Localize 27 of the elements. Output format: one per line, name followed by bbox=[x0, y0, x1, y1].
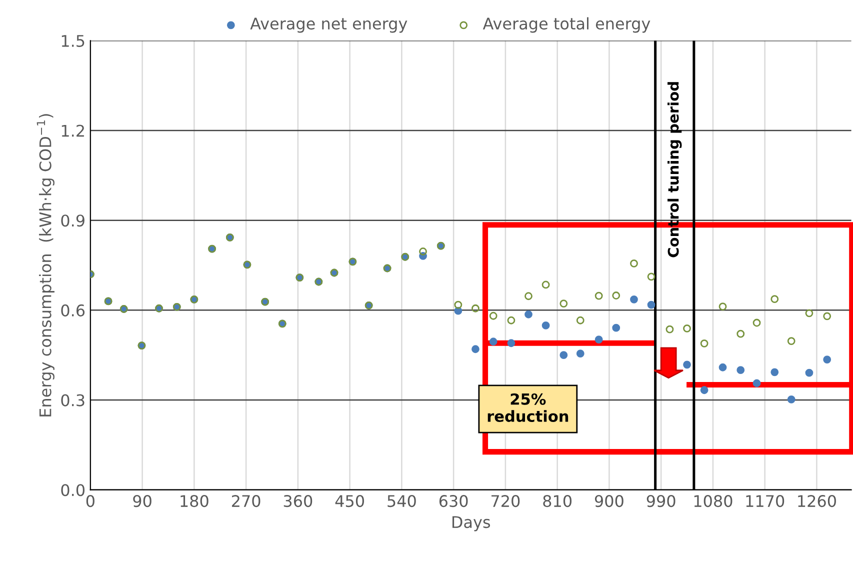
y-tick-label: 1.5 bbox=[62, 35, 84, 47]
x-tick-label: 1260 bbox=[798, 495, 836, 508]
x-tick-label: 360 bbox=[284, 495, 312, 508]
x-tick-label: 630 bbox=[439, 495, 468, 508]
legend-label: Average net energy bbox=[250, 18, 408, 33]
ref-line-label: Control tuning period bbox=[668, 82, 682, 258]
x-tick-label: 270 bbox=[232, 495, 260, 508]
x-tick-label: 90 bbox=[133, 495, 152, 508]
y-tick-label: 1.2 bbox=[62, 124, 84, 137]
x-tick-label: 540 bbox=[388, 495, 416, 508]
x-tick-label: 720 bbox=[492, 495, 520, 508]
x-tick-label: 1170 bbox=[746, 495, 784, 508]
x-axis-title: Days bbox=[452, 516, 490, 532]
x-tick-label: 810 bbox=[543, 495, 572, 508]
x-tick-label: 1080 bbox=[694, 495, 732, 508]
y-axis-title: Energy consumption (kWh·kg COD$^{−1}$) bbox=[36, 114, 54, 416]
x-tick-label: 450 bbox=[335, 495, 364, 508]
y-tick-label: 0.6 bbox=[61, 304, 85, 316]
y-tick-label: 0.3 bbox=[61, 394, 84, 406]
y-tick-label: 0.0 bbox=[61, 484, 84, 496]
x-tick-label: 990 bbox=[646, 495, 676, 508]
y-tick-label: 0.9 bbox=[61, 214, 84, 227]
x-tick-label: 0 bbox=[86, 495, 94, 508]
legend-label: Average total energy bbox=[482, 17, 650, 33]
x-tick-label: 180 bbox=[180, 495, 208, 508]
annotation: 25% reduction bbox=[488, 393, 568, 422]
x-tick-label: 900 bbox=[594, 495, 624, 508]
